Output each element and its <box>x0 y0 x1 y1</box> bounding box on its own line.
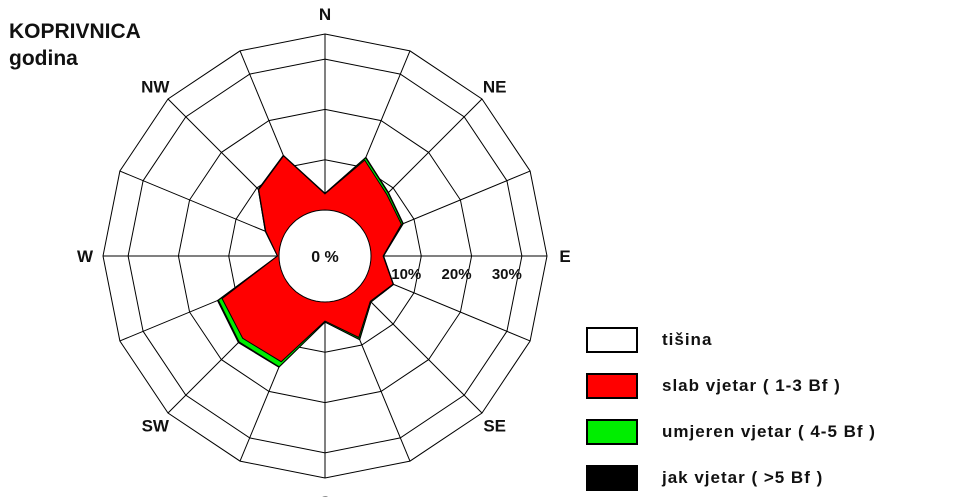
legend-label: slab vjetar ( 1-3 Bf ) <box>662 376 841 395</box>
center-label: 0 % <box>311 249 339 266</box>
compass-s: S <box>319 493 330 497</box>
legend-item: tišina <box>586 317 876 363</box>
rose-labels: 0 % 10% 20% 30% N NE E SE S SW W NW <box>77 5 571 497</box>
station-name: KOPRIVNICA <box>9 20 141 43</box>
grid-spoke-se <box>357 288 483 414</box>
calm-circle <box>278 209 372 303</box>
compass-e: E <box>559 247 570 266</box>
ring-label-20: 20% <box>442 266 472 283</box>
grid-spoke-ese <box>367 273 531 342</box>
ring-label-10: 10% <box>391 266 421 283</box>
period-label: godina <box>9 47 78 71</box>
ring-label-30: 30% <box>492 266 522 283</box>
legend-item: slab vjetar ( 1-3 Bf ) <box>586 363 876 409</box>
legend: tišina slab vjetar ( 1-3 Bf ) umjeren vjet… <box>586 317 876 501</box>
compass-se: SE <box>483 417 506 436</box>
rose-series <box>216 154 404 368</box>
compass-n: N <box>319 5 331 24</box>
legend-label: jak vjetar ( >5 Bf ) <box>662 468 824 487</box>
legend-item: jak vjetar ( >5 Bf ) <box>586 455 876 501</box>
grid-spoke-wnw <box>119 170 283 239</box>
compass-nw: NW <box>141 77 170 96</box>
legend-swatch <box>586 327 638 353</box>
chart-title: KOPRIVNICA godina <box>9 18 141 73</box>
legend-label: umjeren vjetar ( 4-5 Bf ) <box>662 422 876 441</box>
legend-swatch <box>586 419 638 445</box>
legend-swatch <box>586 373 638 399</box>
compass-sw: SW <box>142 417 170 436</box>
compass-ne: NE <box>483 77 507 96</box>
legend-label: tišina <box>662 330 713 349</box>
legend-item: umjeren vjetar ( 4-5 Bf ) <box>586 409 876 455</box>
compass-w: W <box>77 247 94 266</box>
legend-swatch <box>586 465 638 491</box>
